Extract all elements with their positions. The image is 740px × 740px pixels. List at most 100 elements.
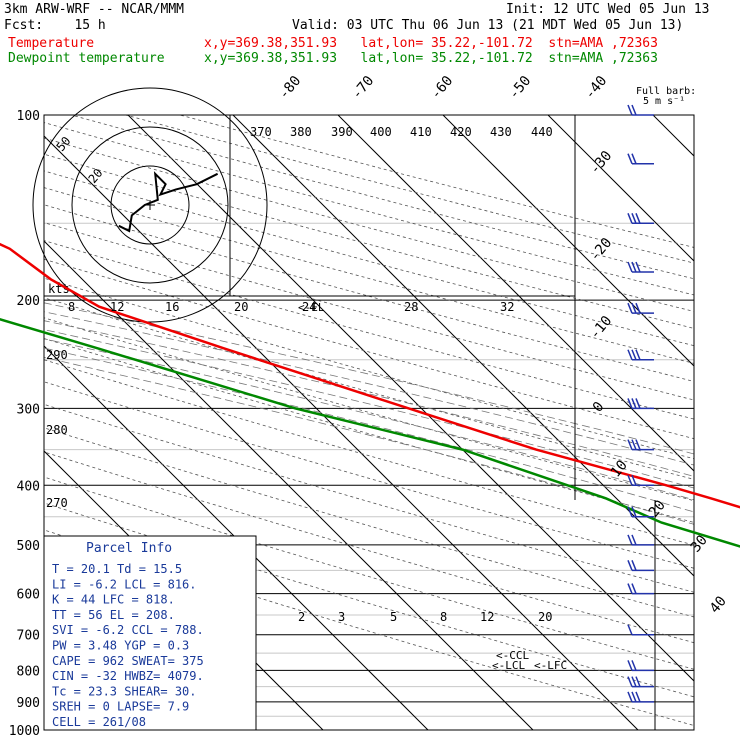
temperature-tick-label: -80	[276, 73, 305, 103]
hodo-speed-label: 20	[234, 300, 248, 314]
wind-barb-flag	[627, 691, 633, 703]
temperature-tick-label: -10	[587, 313, 616, 343]
temperature-tick-label: -40	[582, 73, 611, 103]
wind-barb-flag	[627, 349, 633, 361]
temperature-tick-label: 0	[590, 399, 608, 416]
pressure-tick-label: 1000	[9, 724, 40, 739]
wind-barb	[627, 474, 654, 487]
mixing-ratio-label: 12	[480, 610, 494, 624]
wind-barb-flag	[627, 439, 633, 450]
wind-barb-flag	[631, 506, 637, 518]
forecast-hour: Fcst: 15 h	[4, 18, 106, 33]
pressure-tick-label: 500	[17, 539, 40, 554]
theta-e-label: 430	[490, 125, 512, 139]
wind-barb	[627, 153, 654, 165]
mixing-ratio-label: 5	[390, 610, 397, 624]
wind-barb	[627, 104, 654, 116]
barb-legend-title: Full barb:	[636, 86, 696, 97]
dry-adiabat-line	[44, 427, 694, 618]
parcel-info-box: Parcel Info T = 20.1 Td = 15.5LI = -6.2 L…	[43, 535, 257, 731]
isotherm-line	[652, 115, 694, 157]
wind-barb-flag	[631, 213, 637, 224]
wind-barb	[627, 439, 654, 451]
wind-barb	[627, 676, 654, 688]
hodograph-ring	[32, 87, 268, 323]
parcel-row: SREH = 0 LAPSE= 7.9	[52, 700, 189, 714]
isotherm-line	[442, 115, 694, 367]
wind-barb-flag	[627, 624, 633, 636]
wind-barb-flag	[627, 213, 633, 224]
mixing-ratio-label: 2	[298, 610, 305, 624]
wind-barb	[627, 398, 654, 410]
wind-barb	[627, 349, 654, 361]
pressure-tick-label: 700	[17, 629, 40, 644]
hodo-speed-label: 12	[110, 300, 124, 314]
wind-barb	[627, 560, 654, 572]
isotherm-line	[44, 240, 534, 731]
wind-barb-flag	[627, 104, 633, 116]
wind-barb-flag	[635, 349, 641, 361]
wind-barb-flag	[635, 302, 641, 314]
mixing-ratio-label: 20	[538, 610, 552, 624]
lcl-marker: <-LCL	[492, 659, 525, 672]
parcel-title: Parcel Info	[86, 541, 172, 556]
hodograph-ring	[110, 165, 190, 245]
theta-e-label: 400	[370, 125, 392, 139]
wind-barb-flag	[627, 398, 633, 409]
wind-barb	[627, 261, 654, 273]
wind-barb-flag	[631, 660, 637, 671]
hodo-speed-label: 32	[500, 300, 514, 314]
wind-barb-flag	[627, 660, 633, 671]
mixing-ratio-label: 3	[338, 610, 345, 624]
wind-barb-flag	[631, 349, 637, 361]
wind-barb-flag	[631, 153, 637, 164]
wind-barb-flag	[627, 474, 633, 486]
wind-barb-flag	[635, 691, 641, 703]
hodo-speed-label: 28	[404, 300, 418, 314]
plot-frame	[43, 114, 695, 731]
wind-barb	[627, 213, 654, 225]
wind-barb-flag	[631, 560, 637, 571]
dewpoint-location: x,y=369.38,351.93 lat,lon= 35.22,-101.72…	[204, 51, 658, 66]
parcel-row: Tc = 23.3 SHEAR= 30.	[52, 684, 197, 698]
temperature-tick-label: -30	[587, 148, 616, 178]
wind-barb-flag	[635, 261, 641, 273]
el-marker: <-EL	[298, 301, 325, 314]
parcel-row: K = 44 LFC = 818.	[52, 593, 175, 607]
ccl-marker: <-CCL	[496, 649, 529, 662]
model-title: 3km ARW-WRF -- NCAR/MMM	[4, 2, 185, 17]
level-markers: <-CCL<-LCL <-LFC <-EL	[298, 301, 567, 672]
wind-barb-flag	[635, 398, 641, 409]
temperature-tick-label: -70	[349, 73, 378, 103]
dry-adiabat-line	[44, 502, 694, 698]
wind-barb	[627, 534, 654, 546]
init-time: Init: 12 UTC Wed 05 Jun 13	[506, 2, 710, 17]
valid-time: Valid: 03 UTC Thu 06 Jun 13 (21 MDT Wed …	[292, 18, 684, 33]
barb-legend-value: 5 m s⁻¹	[643, 96, 685, 107]
theta-e-label: 420	[450, 125, 472, 139]
wind-barb-flag	[631, 104, 637, 116]
isotherm-line	[0, 115, 8, 730]
wind-barb-flag	[631, 534, 637, 546]
theta-e-label: 390	[331, 125, 353, 139]
hodo-speed-label: 24	[302, 300, 316, 314]
wind-barb	[627, 660, 654, 672]
hodograph-ring	[71, 126, 229, 284]
parcel-row: PW = 3.48 YGP = 0.3	[52, 639, 189, 653]
parcel-row: TT = 56 EL = 208.	[52, 608, 175, 622]
pressure-tick-label: 900	[17, 696, 40, 711]
hodo-speed-label: 16	[165, 300, 179, 314]
dry-adiabat-label: 280	[46, 423, 68, 437]
wind-barb-flag	[631, 676, 637, 687]
wind-barb-flag	[631, 439, 637, 450]
mixing-ratio-label: 8	[440, 610, 447, 624]
dry-adiabat-line	[44, 476, 694, 670]
hodograph-ring-label: 50	[54, 134, 74, 154]
isotherm-line	[232, 115, 694, 577]
wind-barb-flag	[627, 676, 633, 687]
wind-barb	[627, 624, 654, 636]
wind-barb-flag	[627, 506, 633, 518]
wind-barb-flag	[631, 302, 637, 314]
parcel-box	[43, 535, 257, 731]
parcel-row: CIN = -32 HWBZ= 4079.	[52, 669, 204, 683]
